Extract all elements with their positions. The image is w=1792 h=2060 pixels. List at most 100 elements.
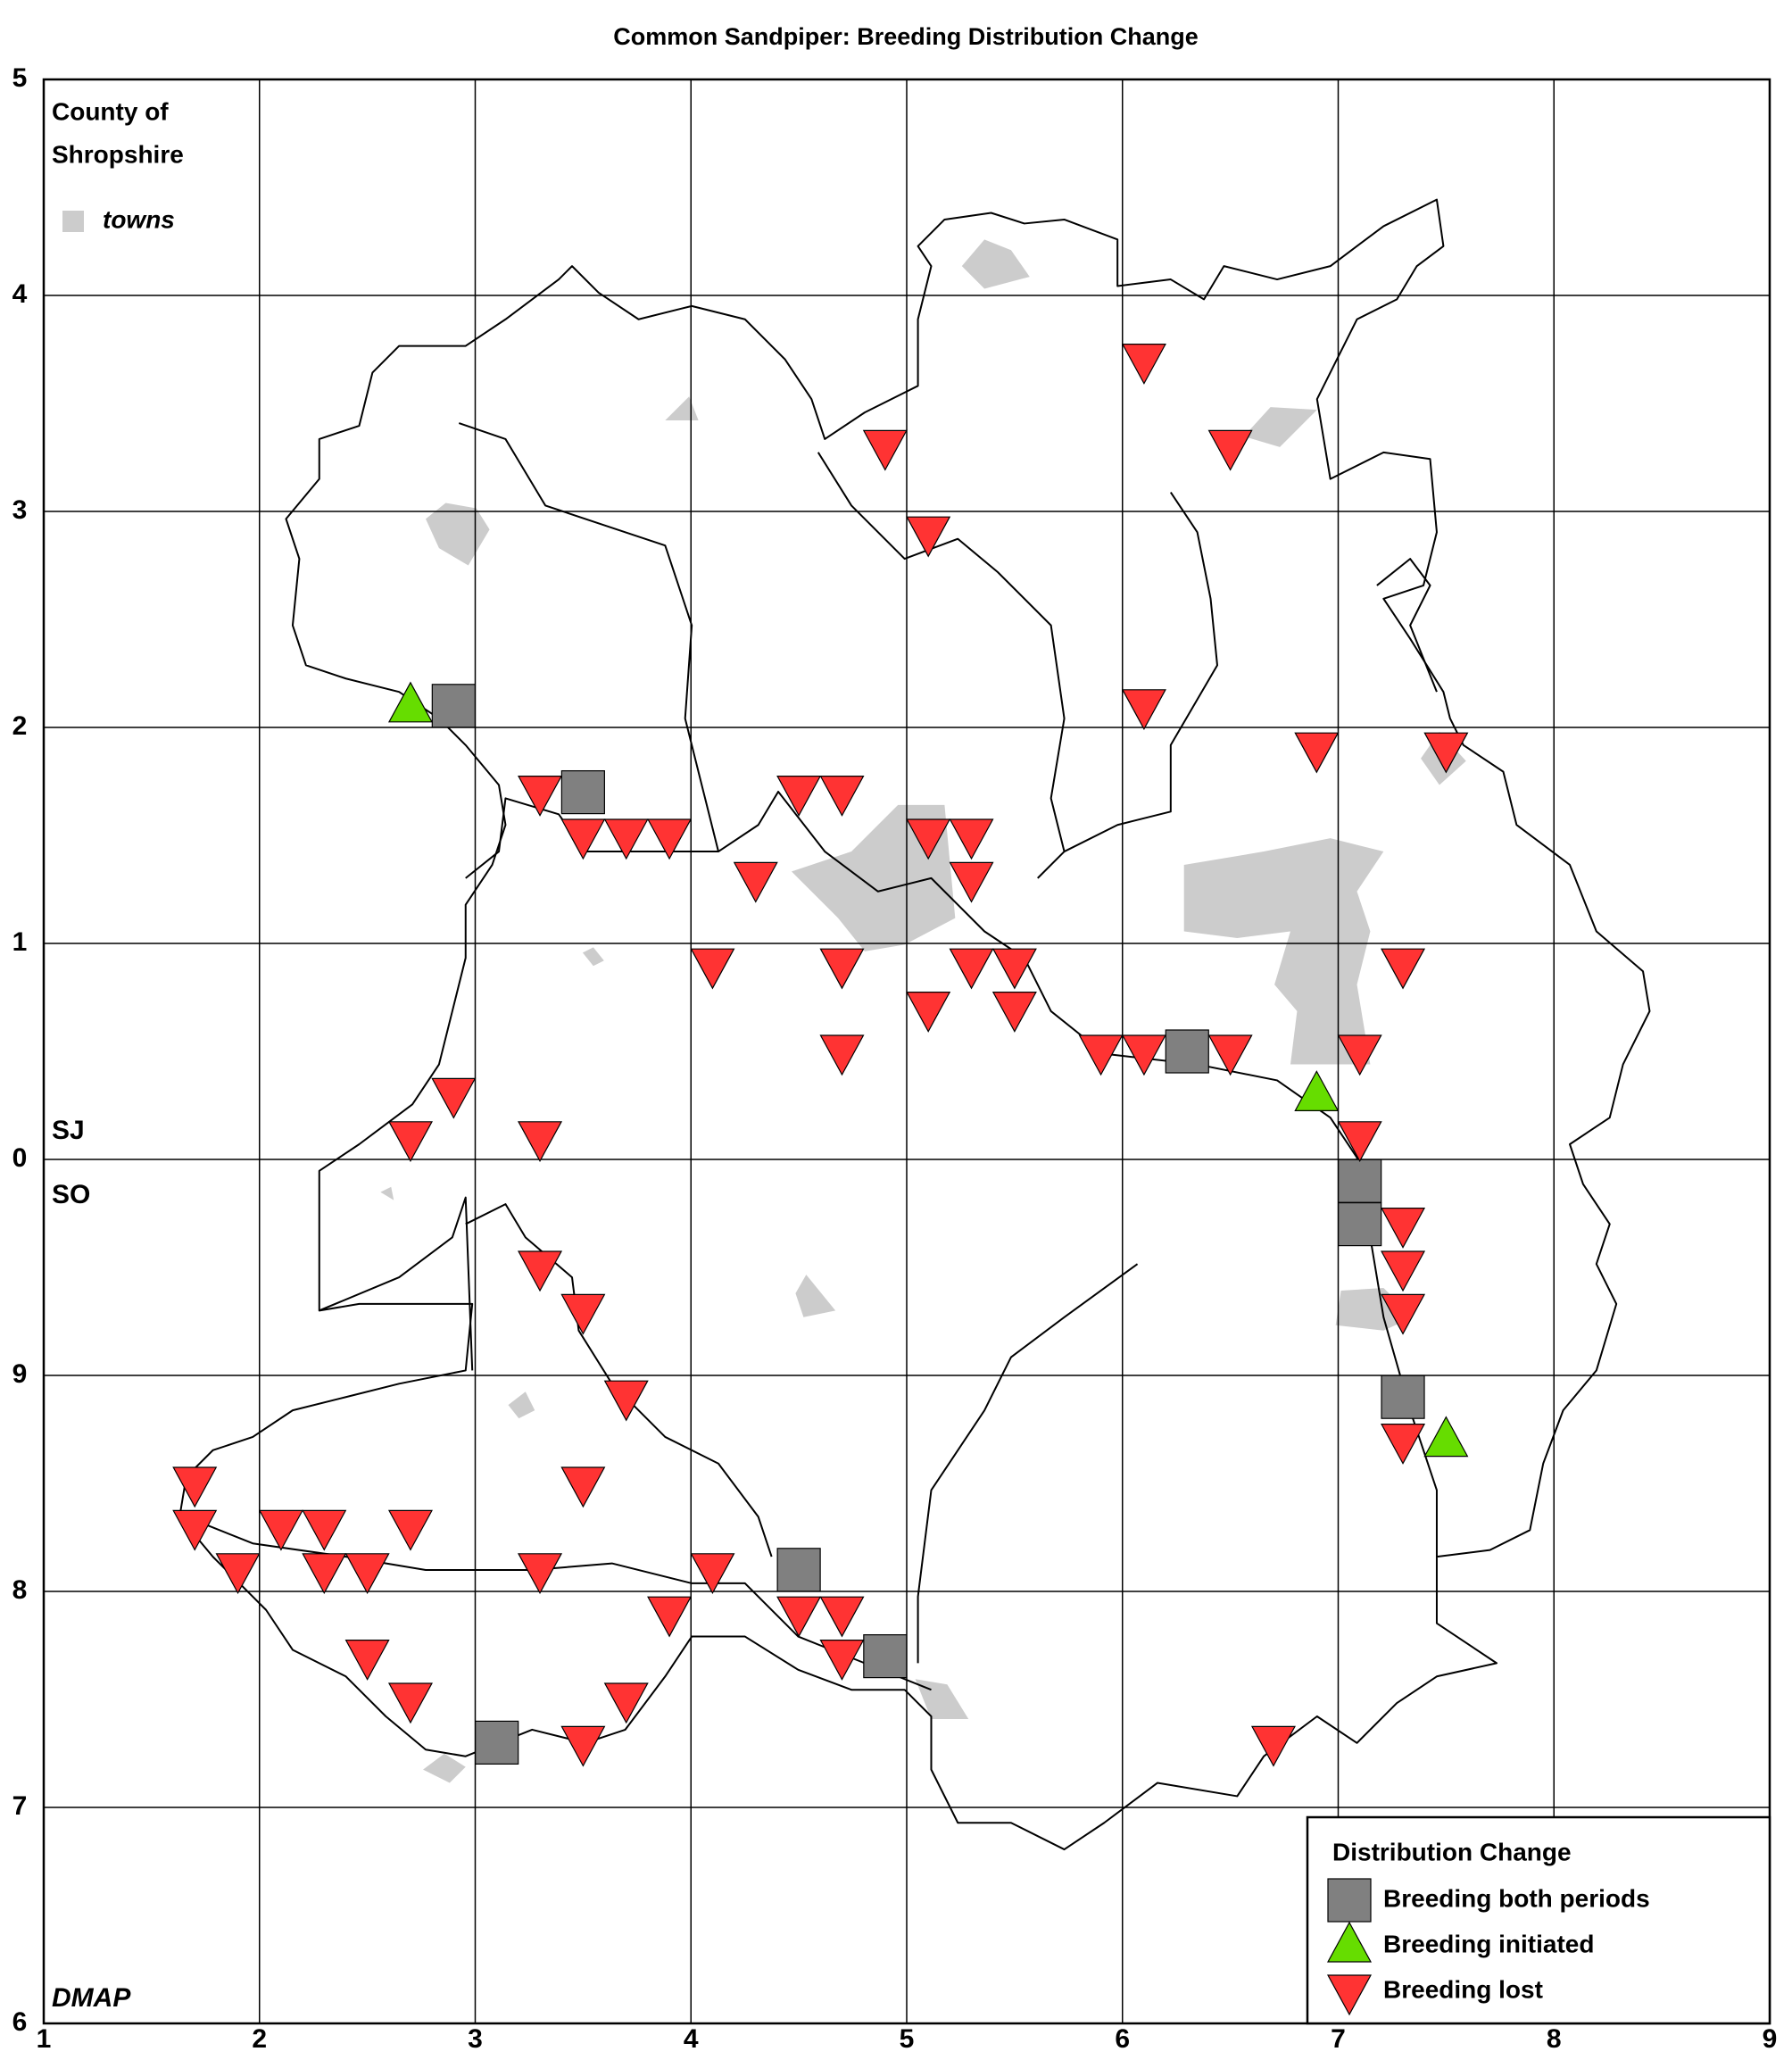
marker-triangle-down <box>1381 948 1426 990</box>
marker-triangle-down <box>387 1121 433 1163</box>
y-tick-label: 8 <box>12 1575 28 1605</box>
x-tick-label: 7 <box>1331 2024 1346 2054</box>
marker-triangle-down <box>518 775 563 817</box>
marker-triangle-down <box>344 1553 390 1595</box>
marker-triangle-down <box>1121 689 1166 731</box>
marker-triangle-down <box>819 1034 865 1076</box>
marker-triangle-down <box>431 1077 477 1119</box>
y-tick-label: 9 <box>12 1359 28 1389</box>
legend-label: Breeding both periods <box>1383 1884 1650 1912</box>
marker-triangle-down <box>647 1596 693 1638</box>
river <box>459 423 718 851</box>
river <box>1038 493 1217 878</box>
marker-triangle-down <box>690 948 735 990</box>
y-tick-label: 0 <box>12 1143 28 1173</box>
marker-triangle-up <box>1326 1921 1373 1963</box>
river <box>818 453 1065 851</box>
marker-square <box>863 1633 908 1679</box>
marker-square <box>1381 1375 1425 1419</box>
zone-label: SO <box>52 1180 90 1209</box>
marker-triangle-down <box>949 948 994 990</box>
town <box>380 1186 394 1200</box>
zone-label: SJ <box>52 1116 85 1145</box>
marker-triangle-down <box>991 991 1037 1033</box>
marker-triangle-down <box>560 1293 606 1335</box>
y-tick-label: 2 <box>12 711 28 741</box>
chart-title: Common Sandpiper: Breeding Distribution … <box>613 23 1199 50</box>
marker-triangle-down <box>906 818 951 860</box>
marker-triangle-down <box>949 861 994 903</box>
marker-triangle-down <box>302 1509 347 1551</box>
town <box>508 1391 535 1419</box>
marker-triangle-down <box>949 818 994 860</box>
marker-triangle-down <box>603 1380 649 1422</box>
county-label: County of <box>52 97 169 125</box>
y-tick-label: 4 <box>12 279 28 309</box>
marker-triangle-down <box>819 948 865 990</box>
marker-triangle-down <box>1078 1034 1124 1076</box>
marker-triangle-down <box>1326 1974 1373 2016</box>
x-tick-label: 8 <box>1547 2024 1562 2054</box>
marker-square <box>1327 1878 1372 1923</box>
marker-triangle-down <box>906 991 951 1033</box>
marker-triangle-down <box>560 1466 606 1508</box>
legend-title: Distribution Change <box>1332 1838 1572 1865</box>
x-tick-label: 6 <box>1115 2024 1130 2054</box>
marker-triangle-down <box>906 516 951 558</box>
town <box>582 947 604 967</box>
boundary-line <box>1377 559 1437 692</box>
town <box>1243 407 1317 447</box>
towns-key <box>62 211 84 232</box>
boundary-line <box>466 1204 772 1557</box>
marker-triangle-down <box>518 1121 563 1163</box>
marker-triangle-down <box>1121 1034 1166 1076</box>
marker-triangle-down <box>819 1596 865 1638</box>
marker-triangle-down <box>1337 1034 1382 1076</box>
marker-triangle-down <box>991 948 1037 990</box>
marker-square <box>1338 1159 1382 1203</box>
marker-triangle-down <box>172 1466 218 1508</box>
towns-label: towns <box>103 205 175 233</box>
town <box>665 396 699 421</box>
marker-triangle-down <box>1207 429 1253 471</box>
marker-triangle-down <box>1381 1250 1426 1292</box>
marker-triangle-up <box>1294 1070 1340 1112</box>
marker-square <box>560 769 605 815</box>
boundary-line <box>319 1198 472 1371</box>
towns <box>380 239 1466 1783</box>
plot-frame <box>42 78 1771 2025</box>
y-tick-label: 3 <box>12 495 28 525</box>
marker-triangle-down <box>1207 1034 1253 1076</box>
marker-triangle-down <box>387 1509 433 1551</box>
river <box>187 1516 932 1690</box>
y-tick-label: 6 <box>12 2007 28 2037</box>
legend-label: Breeding initiated <box>1383 1930 1594 1957</box>
x-tick-label: 5 <box>900 2024 915 2054</box>
marker-triangle-down <box>344 1639 390 1681</box>
marker-square <box>1338 1201 1382 1247</box>
marker-triangle-up <box>1423 1416 1469 1458</box>
x-tick-label: 9 <box>1763 2024 1778 2054</box>
marker-triangle-down <box>733 861 778 903</box>
county-boundary <box>179 200 1649 1849</box>
town <box>423 1753 466 1783</box>
marker-triangle-down <box>215 1553 261 1595</box>
x-tick-label: 1 <box>37 2024 52 2054</box>
marker-square <box>776 1548 821 1592</box>
town <box>961 239 1030 289</box>
marker-square <box>1165 1029 1209 1074</box>
marker-triangle-down <box>302 1553 347 1595</box>
marker-triangle-down <box>1337 1121 1382 1163</box>
marker-triangle-down <box>1294 732 1340 774</box>
y-tick-label: 5 <box>12 63 28 93</box>
marker-triangle-down <box>603 1682 649 1724</box>
marker-triangle-down <box>1381 1207 1426 1249</box>
x-tick-label: 3 <box>468 2024 483 2054</box>
marker-triangle-down <box>819 1639 865 1681</box>
county-label: Shropshire <box>52 140 184 168</box>
marker-triangle-down <box>1423 732 1469 774</box>
town <box>426 503 490 566</box>
marker-triangle-down <box>172 1509 218 1551</box>
